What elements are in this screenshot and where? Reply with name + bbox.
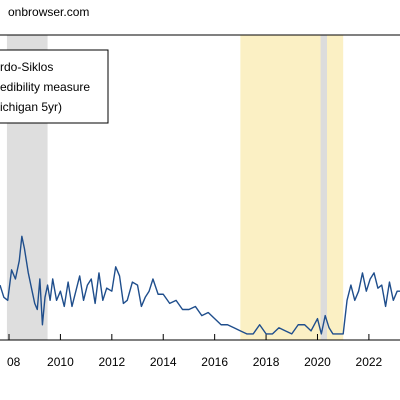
x-tick-label: 2018 xyxy=(253,355,280,369)
x-tick-label: 2012 xyxy=(98,355,125,369)
x-tick-label: 2010 xyxy=(47,355,74,369)
legend-box xyxy=(0,49,109,124)
legend-line: rdo-Siklos xyxy=(0,60,53,74)
x-tick-label: 2022 xyxy=(356,355,383,369)
legend-line: ichigan 5yr) xyxy=(0,100,62,114)
shaded-region xyxy=(320,35,327,340)
data-line xyxy=(0,235,400,335)
x-tick-label: 2020 xyxy=(304,355,331,369)
x-tick-label: 2016 xyxy=(201,355,228,369)
x-tick-label: 2014 xyxy=(150,355,177,369)
source-text: onbrowser.com xyxy=(8,5,89,19)
x-tick-label: 08 xyxy=(7,355,21,369)
shaded-region xyxy=(240,35,344,340)
legend-line: edibility measure xyxy=(0,80,90,94)
